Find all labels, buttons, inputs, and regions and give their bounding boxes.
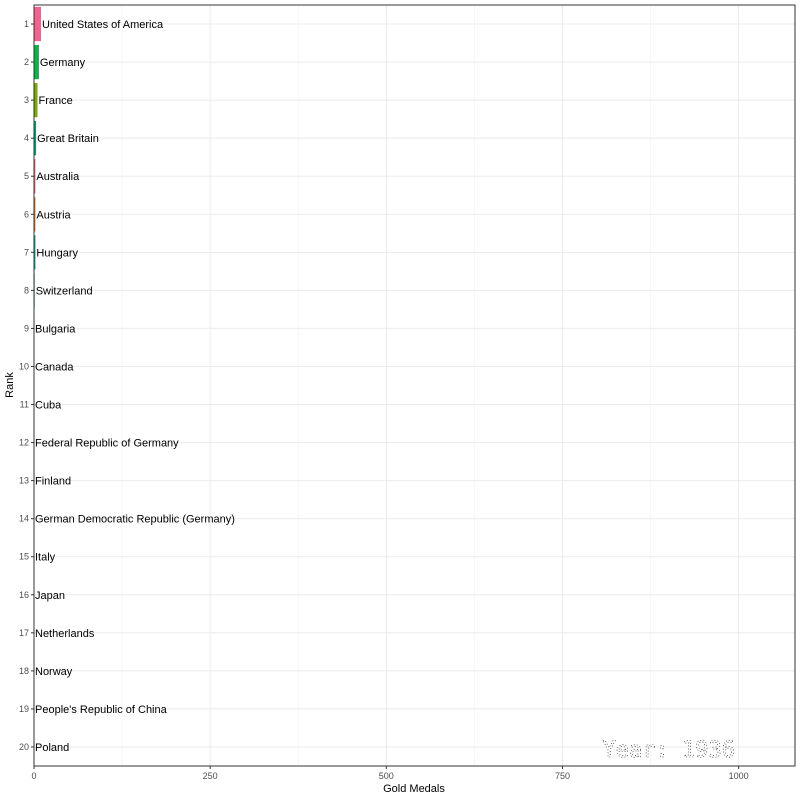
x-tick-label-2: 500 xyxy=(379,771,394,781)
bar-label-rank-12: Federal Republic of Germany xyxy=(35,438,179,450)
y-tick-label-18: 18 xyxy=(19,666,29,676)
bar-label-rank-1: United States of America xyxy=(42,19,164,31)
bar-label-rank-9: Bulgaria xyxy=(35,323,76,335)
year-annotation: Year: 1936 xyxy=(603,738,735,763)
y-tick-label-19: 19 xyxy=(19,704,29,714)
y-tick-label-10: 10 xyxy=(19,361,29,371)
bar-rank-6 xyxy=(34,197,36,232)
y-tick-label-6: 6 xyxy=(24,209,29,219)
bar-label-rank-3: France xyxy=(39,95,73,107)
y-tick-label-16: 16 xyxy=(19,590,29,600)
bar-label-rank-7: Hungary xyxy=(36,247,78,259)
y-tick-label-13: 13 xyxy=(19,476,29,486)
bar-label-rank-11: Cuba xyxy=(35,400,62,412)
bar-label-rank-10: Canada xyxy=(35,361,74,373)
bar-rank-7 xyxy=(34,235,36,270)
y-tick-label-1: 1 xyxy=(24,19,29,29)
bar-label-rank-18: Norway xyxy=(35,666,73,678)
x-axis-title: Gold Medals xyxy=(383,783,445,795)
bar-label-rank-17: Netherlands xyxy=(35,628,95,640)
bar-rank-3 xyxy=(34,83,38,118)
bar-rank-1 xyxy=(34,6,42,42)
bar-label-rank-8: Switzerland xyxy=(36,285,93,297)
bar-rank-2 xyxy=(34,44,39,80)
plot-border xyxy=(33,4,796,767)
bar-label-rank-14: German Democratic Republic (Germany) xyxy=(35,514,235,526)
x-tick-label-1: 250 xyxy=(203,771,218,781)
bar-label-rank-15: Italy xyxy=(35,552,56,564)
bar-labels: United States of America Germany France Gre… xyxy=(35,19,235,754)
bar-label-rank-20: Poland xyxy=(35,742,69,754)
bar-label-rank-13: Finland xyxy=(35,476,71,488)
y-tick-label-2: 2 xyxy=(24,57,29,67)
bar-label-rank-5: Australia xyxy=(36,171,80,183)
y-tick-label-15: 15 xyxy=(19,552,29,562)
bar-label-rank-2: Germany xyxy=(40,57,86,69)
y-tick-label-4: 4 xyxy=(24,133,29,143)
y-tick-label-8: 8 xyxy=(24,285,29,295)
bar-label-rank-6: Austria xyxy=(36,209,71,221)
y-tick-label-14: 14 xyxy=(19,514,29,524)
grid-lines xyxy=(33,5,795,766)
x-tick-label-0: 0 xyxy=(31,771,36,781)
bar-label-rank-19: People's Republic of China xyxy=(35,704,168,716)
plot-panel xyxy=(34,5,795,766)
x-axis-ticks: 0 250 500 750 1000 xyxy=(31,766,749,781)
y-tick-label-17: 17 xyxy=(19,628,29,638)
y-tick-label-11: 11 xyxy=(20,400,29,410)
x-tick-label-3: 750 xyxy=(555,771,570,781)
bar-rank-5 xyxy=(34,159,36,194)
y-axis-title: Rank xyxy=(4,372,16,398)
bar-label-rank-16: Japan xyxy=(35,590,65,602)
y-tick-label-3: 3 xyxy=(24,95,29,105)
y-tick-label-20: 20 xyxy=(19,742,29,752)
y-tick-label-9: 9 xyxy=(24,323,29,333)
y-tick-label-5: 5 xyxy=(24,171,29,181)
x-tick-label-4: 1000 xyxy=(729,771,749,781)
y-tick-label-7: 7 xyxy=(24,247,29,257)
bar-label-rank-4: Great Britain xyxy=(37,133,99,145)
bar-rank-4 xyxy=(34,121,37,156)
y-tick-label-12: 12 xyxy=(19,438,29,448)
